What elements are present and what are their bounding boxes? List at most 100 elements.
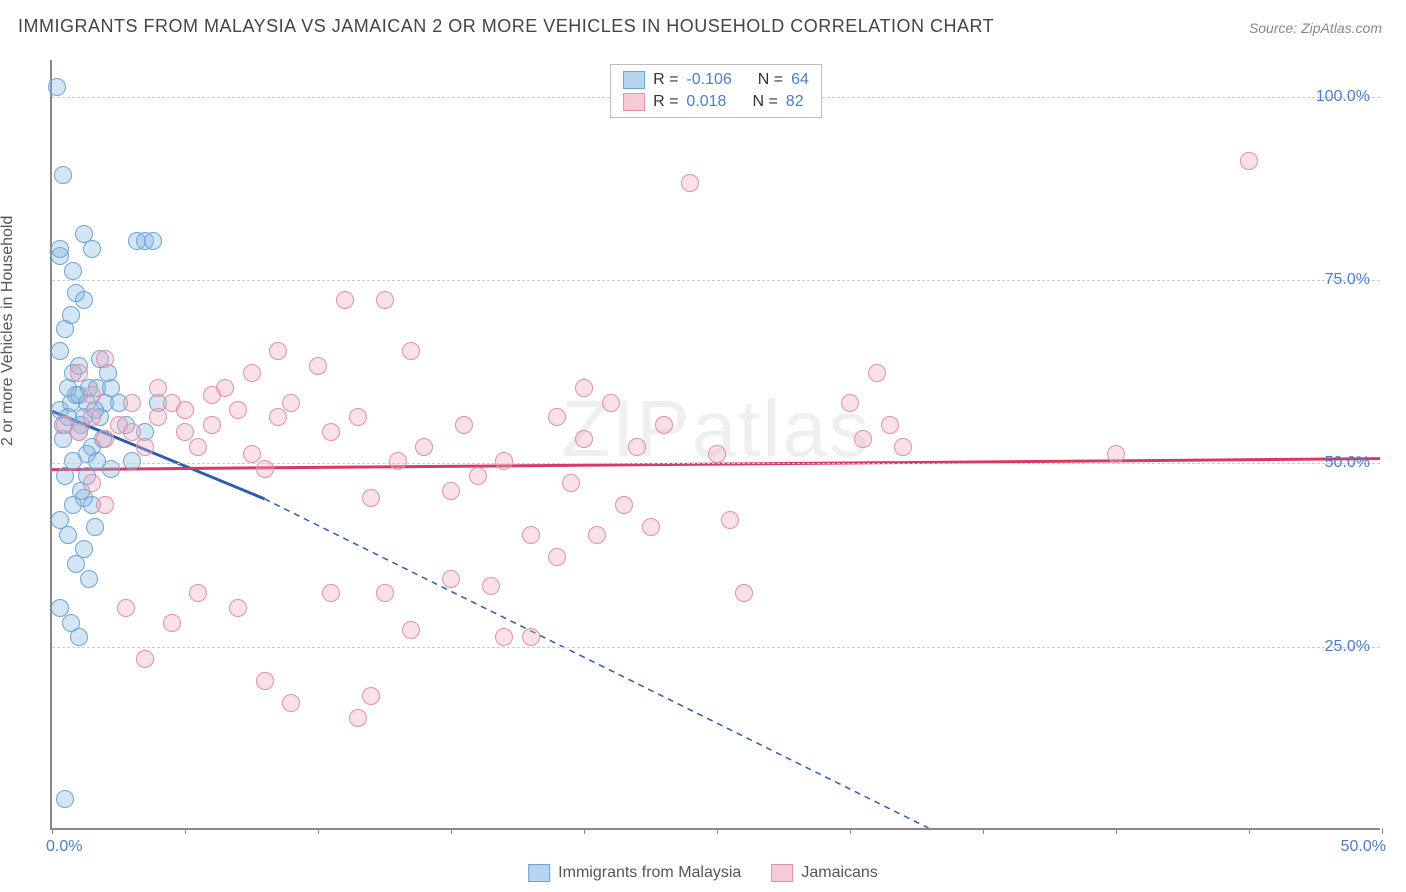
scatter-point-jamaicans — [96, 350, 114, 368]
scatter-point-jamaicans — [602, 394, 620, 412]
y-tick-label: 50.0% — [1325, 454, 1370, 472]
scatter-point-jamaicans — [282, 394, 300, 412]
n-value: 82 — [786, 93, 804, 111]
r-label: R = — [653, 71, 678, 89]
x-tick — [451, 828, 452, 834]
scatter-point-jamaicans — [628, 438, 646, 456]
x-tick — [185, 828, 186, 834]
scatter-point-jamaicans — [362, 687, 380, 705]
legend-stats: R = -0.106 N = 64 R = 0.018 N = 82 — [610, 64, 822, 118]
scatter-point-jamaicans — [376, 584, 394, 602]
plot-area: ZIPatlas R = -0.106 N = 64 R = 0.018 N =… — [50, 60, 1380, 830]
scatter-point-jamaicans — [229, 599, 247, 617]
scatter-point-jamaicans — [362, 489, 380, 507]
scatter-point-jamaicans — [588, 526, 606, 544]
x-tick — [584, 828, 585, 834]
scatter-point-jamaicans — [70, 364, 88, 382]
scatter-point-jamaicans — [322, 423, 340, 441]
scatter-point-jamaicans — [256, 672, 274, 690]
scatter-point-jamaicans — [163, 614, 181, 632]
grid-line — [52, 280, 1380, 281]
scatter-point-malaysia — [59, 526, 77, 544]
legend-stats-row: R = 0.018 N = 82 — [623, 91, 809, 113]
scatter-point-jamaicans — [655, 416, 673, 434]
r-value: 0.018 — [686, 93, 726, 111]
scatter-point-jamaicans — [203, 416, 221, 434]
scatter-point-jamaicans — [149, 408, 167, 426]
scatter-point-jamaicans — [269, 408, 287, 426]
scatter-point-jamaicans — [389, 452, 407, 470]
scatter-point-jamaicans — [575, 379, 593, 397]
scatter-point-jamaicans — [482, 577, 500, 595]
scatter-point-jamaicans — [176, 423, 194, 441]
scatter-point-jamaicans — [495, 452, 513, 470]
scatter-point-jamaicans — [615, 496, 633, 514]
x-tick — [1382, 828, 1383, 834]
scatter-point-jamaicans — [642, 518, 660, 536]
scatter-point-jamaicans — [123, 423, 141, 441]
legend-item-label: Immigrants from Malaysia — [558, 864, 741, 882]
scatter-point-malaysia — [123, 452, 141, 470]
scatter-point-jamaicans — [402, 621, 420, 639]
scatter-point-jamaicans — [123, 394, 141, 412]
legend-series: Immigrants from Malaysia Jamaicans — [528, 864, 878, 882]
scatter-point-jamaicans — [415, 438, 433, 456]
scatter-point-jamaicans — [735, 584, 753, 602]
scatter-point-jamaicans — [1107, 445, 1125, 463]
scatter-point-jamaicans — [522, 628, 540, 646]
scatter-point-jamaicans — [708, 445, 726, 463]
r-value: -0.106 — [686, 71, 731, 89]
scatter-point-jamaicans — [575, 430, 593, 448]
scatter-point-malaysia — [51, 342, 69, 360]
scatter-point-malaysia — [75, 291, 93, 309]
scatter-point-malaysia — [62, 306, 80, 324]
scatter-point-jamaicans — [83, 408, 101, 426]
scatter-point-jamaicans — [96, 430, 114, 448]
chart-title: IMMIGRANTS FROM MALAYSIA VS JAMAICAN 2 O… — [18, 16, 994, 37]
scatter-point-jamaicans — [336, 291, 354, 309]
scatter-point-jamaicans — [282, 694, 300, 712]
scatter-point-jamaicans — [442, 570, 460, 588]
source-attribution: Source: ZipAtlas.com — [1249, 20, 1382, 36]
scatter-point-malaysia — [88, 452, 106, 470]
legend-item: Jamaicans — [771, 864, 877, 882]
x-axis-min-label: 0.0% — [46, 838, 82, 856]
scatter-point-jamaicans — [83, 386, 101, 404]
x-tick — [717, 828, 718, 834]
trend-lines-svg — [52, 60, 1380, 828]
scatter-point-malaysia — [70, 628, 88, 646]
scatter-point-jamaicans — [868, 364, 886, 382]
scatter-point-jamaicans — [243, 364, 261, 382]
legend-item: Immigrants from Malaysia — [528, 864, 741, 882]
scatter-point-malaysia — [51, 240, 69, 258]
scatter-point-jamaicans — [495, 628, 513, 646]
legend-swatch-icon — [623, 93, 645, 111]
grid-line — [52, 647, 1380, 648]
y-axis-label: 2 or more Vehicles in Household — [0, 216, 17, 446]
scatter-point-malaysia — [64, 262, 82, 280]
grid-line — [52, 463, 1380, 464]
y-tick-label: 100.0% — [1316, 88, 1370, 106]
scatter-point-jamaicans — [854, 430, 872, 448]
scatter-point-malaysia — [75, 540, 93, 558]
n-label: N = — [758, 71, 783, 89]
x-tick — [850, 828, 851, 834]
scatter-point-jamaicans — [83, 474, 101, 492]
scatter-point-jamaicans — [349, 408, 367, 426]
scatter-point-jamaicans — [70, 423, 88, 441]
scatter-point-jamaicans — [548, 548, 566, 566]
scatter-point-malaysia — [86, 518, 104, 536]
scatter-point-jamaicans — [309, 357, 327, 375]
y-tick-label: 75.0% — [1325, 271, 1370, 289]
scatter-point-jamaicans — [189, 584, 207, 602]
legend-stats-row: R = -0.106 N = 64 — [623, 69, 809, 91]
scatter-point-jamaicans — [203, 386, 221, 404]
scatter-point-jamaicans — [894, 438, 912, 456]
scatter-point-malaysia — [83, 240, 101, 258]
x-tick — [318, 828, 319, 834]
scatter-point-jamaicans — [376, 291, 394, 309]
legend-swatch-icon — [623, 71, 645, 89]
scatter-point-jamaicans — [469, 467, 487, 485]
legend-swatch-icon — [528, 864, 550, 882]
scatter-point-malaysia — [144, 232, 162, 250]
